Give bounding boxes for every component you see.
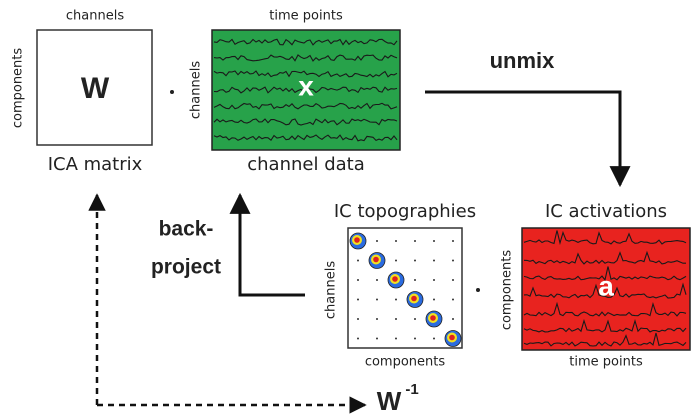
grid-dot — [376, 318, 378, 320]
grid-dot — [414, 279, 416, 281]
label: time points — [269, 9, 343, 24]
inverse-symbol: W — [377, 386, 402, 416]
trace — [213, 38, 398, 46]
unmix-arrow — [425, 90, 631, 188]
trace — [213, 134, 398, 142]
title: IC topographies — [334, 201, 476, 222]
grid-dot — [433, 298, 435, 301]
label: project — [151, 256, 221, 279]
trace — [213, 86, 398, 94]
topo-map — [411, 295, 417, 302]
trace — [523, 230, 687, 246]
trace — [523, 301, 687, 317]
grid-dot — [452, 318, 454, 320]
grid-dot — [414, 240, 416, 242]
grid-dot — [376, 337, 378, 340]
topo-map — [449, 334, 455, 341]
caption: ICA matrix — [48, 154, 143, 175]
grid-dot — [376, 279, 378, 281]
grid-dot — [376, 240, 378, 242]
trace — [213, 70, 398, 78]
grid-dot — [414, 337, 416, 340]
caption: channel data — [247, 154, 365, 175]
grid-dot — [452, 298, 454, 301]
grid-dot — [395, 240, 397, 242]
title: IC activations — [545, 201, 667, 222]
grid-dot — [395, 259, 397, 262]
grid-dot — [395, 298, 397, 301]
traces — [523, 230, 687, 347]
grid-dot — [414, 259, 416, 262]
topo-map — [430, 315, 436, 321]
grid-dot — [357, 298, 359, 301]
grid-dot — [452, 240, 454, 242]
traces — [213, 38, 398, 142]
label: back- — [159, 218, 214, 241]
grid-dot — [357, 318, 359, 320]
trace — [523, 332, 687, 347]
w-box — [36, 29, 153, 146]
grid-dot — [357, 279, 359, 281]
grid-dot — [376, 298, 378, 301]
grid-dot — [414, 318, 416, 320]
topo-map — [354, 237, 360, 243]
label: channels — [189, 61, 204, 119]
symbol: x — [298, 70, 314, 101]
grid-dot — [433, 279, 435, 281]
topographies — [349, 232, 462, 347]
label: channels — [66, 9, 124, 24]
symbol: a — [598, 270, 614, 301]
trace — [213, 54, 398, 62]
dot — [170, 90, 174, 94]
label: components — [11, 48, 26, 129]
grid-dot — [452, 279, 454, 281]
label: time points — [569, 355, 643, 370]
grid-dot — [357, 259, 359, 262]
trace — [523, 266, 687, 282]
grid-dot — [395, 337, 397, 340]
grid-dot — [395, 318, 397, 320]
grid-dot — [452, 259, 454, 262]
grid-dot — [433, 240, 435, 242]
topo-map — [373, 256, 379, 263]
topo-map — [392, 276, 398, 282]
grid-dot — [433, 337, 435, 340]
trace — [213, 118, 398, 126]
label: components — [500, 250, 515, 331]
inverse-superscript: -1 — [405, 381, 418, 398]
grid-dot — [433, 259, 435, 262]
unmix-label: unmix — [490, 48, 556, 73]
symbol: W — [81, 72, 110, 105]
trace — [213, 102, 398, 110]
backproject-arrow — [229, 192, 305, 297]
label: components — [365, 355, 446, 370]
label: channels — [324, 261, 339, 319]
topo-box — [347, 227, 463, 349]
dot — [476, 288, 480, 292]
trace — [523, 250, 686, 265]
trace — [523, 282, 687, 299]
grid-dot — [357, 337, 359, 340]
trace — [523, 318, 687, 333]
